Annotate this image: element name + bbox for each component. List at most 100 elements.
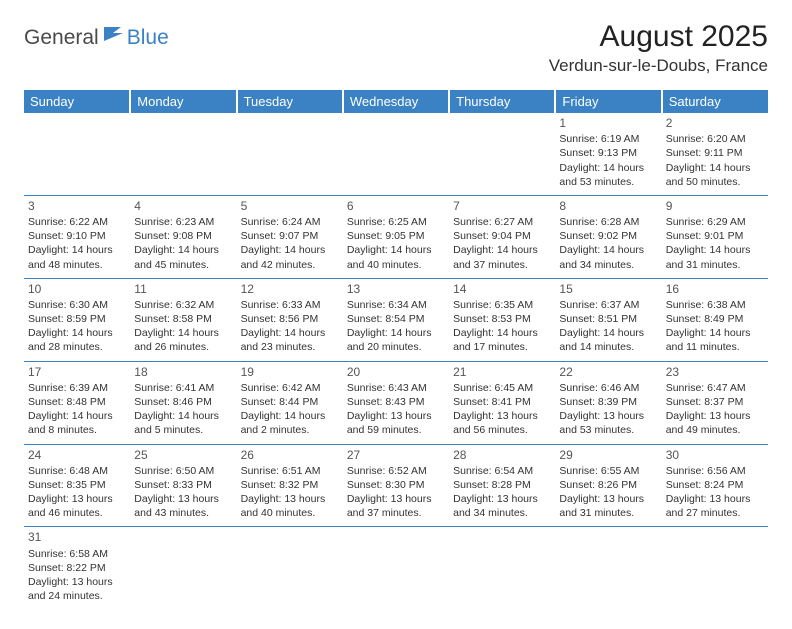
day-number: 12 (241, 281, 339, 297)
daylight-line: Daylight: 14 hours and 2 minutes. (241, 409, 339, 437)
daylight-line: Daylight: 14 hours and 14 minutes. (559, 326, 657, 354)
day-number: 22 (559, 364, 657, 380)
sunset-line: Sunset: 9:10 PM (28, 229, 126, 243)
day-number: 21 (453, 364, 551, 380)
calendar-row: 24Sunrise: 6:48 AMSunset: 8:35 PMDayligh… (24, 444, 768, 527)
calendar-row: 3Sunrise: 6:22 AMSunset: 9:10 PMDaylight… (24, 195, 768, 278)
daylight-line: Daylight: 14 hours and 48 minutes. (28, 243, 126, 271)
logo: General Blue (24, 26, 169, 50)
sunset-line: Sunset: 8:58 PM (134, 312, 232, 326)
calendar-cell: 3Sunrise: 6:22 AMSunset: 9:10 PMDaylight… (24, 195, 130, 278)
day-number: 5 (241, 198, 339, 214)
daylight-line: Daylight: 14 hours and 53 minutes. (559, 161, 657, 189)
weekday-header: Monday (130, 90, 236, 113)
calendar-header-row: SundayMondayTuesdayWednesdayThursdayFrid… (24, 90, 768, 113)
calendar-cell (24, 113, 130, 195)
daylight-line: Daylight: 13 hours and 34 minutes. (453, 492, 551, 520)
sunset-line: Sunset: 8:24 PM (666, 478, 764, 492)
sunrise-line: Sunrise: 6:50 AM (134, 464, 232, 478)
calendar-cell: 20Sunrise: 6:43 AMSunset: 8:43 PMDayligh… (343, 361, 449, 444)
calendar-cell (555, 527, 661, 609)
sunset-line: Sunset: 9:13 PM (559, 146, 657, 160)
calendar-cell (130, 113, 236, 195)
day-number: 29 (559, 447, 657, 463)
sunset-line: Sunset: 8:56 PM (241, 312, 339, 326)
weekday-header: Wednesday (343, 90, 449, 113)
calendar-cell: 2Sunrise: 6:20 AMSunset: 9:11 PMDaylight… (662, 113, 768, 195)
sunset-line: Sunset: 8:33 PM (134, 478, 232, 492)
calendar-cell: 15Sunrise: 6:37 AMSunset: 8:51 PMDayligh… (555, 278, 661, 361)
day-number: 9 (666, 198, 764, 214)
sunrise-line: Sunrise: 6:33 AM (241, 298, 339, 312)
sunset-line: Sunset: 8:51 PM (559, 312, 657, 326)
sunrise-line: Sunrise: 6:52 AM (347, 464, 445, 478)
sunset-line: Sunset: 9:11 PM (666, 146, 764, 160)
day-number: 13 (347, 281, 445, 297)
calendar-cell: 25Sunrise: 6:50 AMSunset: 8:33 PMDayligh… (130, 444, 236, 527)
calendar-cell: 1Sunrise: 6:19 AMSunset: 9:13 PMDaylight… (555, 113, 661, 195)
sunrise-line: Sunrise: 6:38 AM (666, 298, 764, 312)
sunrise-line: Sunrise: 6:35 AM (453, 298, 551, 312)
sunrise-line: Sunrise: 6:42 AM (241, 381, 339, 395)
day-number: 11 (134, 281, 232, 297)
sunrise-line: Sunrise: 6:58 AM (28, 547, 126, 561)
daylight-line: Daylight: 14 hours and 26 minutes. (134, 326, 232, 354)
sunrise-line: Sunrise: 6:48 AM (28, 464, 126, 478)
weekday-header: Saturday (662, 90, 768, 113)
sunrise-line: Sunrise: 6:27 AM (453, 215, 551, 229)
sunset-line: Sunset: 9:01 PM (666, 229, 764, 243)
sunrise-line: Sunrise: 6:45 AM (453, 381, 551, 395)
calendar-cell: 22Sunrise: 6:46 AMSunset: 8:39 PMDayligh… (555, 361, 661, 444)
sunrise-line: Sunrise: 6:46 AM (559, 381, 657, 395)
day-number: 3 (28, 198, 126, 214)
daylight-line: Daylight: 13 hours and 24 minutes. (28, 575, 126, 603)
sunset-line: Sunset: 9:08 PM (134, 229, 232, 243)
sunset-line: Sunset: 8:43 PM (347, 395, 445, 409)
calendar-cell: 21Sunrise: 6:45 AMSunset: 8:41 PMDayligh… (449, 361, 555, 444)
calendar-cell: 7Sunrise: 6:27 AMSunset: 9:04 PMDaylight… (449, 195, 555, 278)
calendar-cell: 29Sunrise: 6:55 AMSunset: 8:26 PMDayligh… (555, 444, 661, 527)
calendar-cell: 18Sunrise: 6:41 AMSunset: 8:46 PMDayligh… (130, 361, 236, 444)
day-number: 14 (453, 281, 551, 297)
sunrise-line: Sunrise: 6:47 AM (666, 381, 764, 395)
calendar-cell: 4Sunrise: 6:23 AMSunset: 9:08 PMDaylight… (130, 195, 236, 278)
weekday-header: Sunday (24, 90, 130, 113)
daylight-line: Daylight: 13 hours and 27 minutes. (666, 492, 764, 520)
day-number: 25 (134, 447, 232, 463)
sunset-line: Sunset: 8:53 PM (453, 312, 551, 326)
daylight-line: Daylight: 14 hours and 11 minutes. (666, 326, 764, 354)
sunset-line: Sunset: 8:59 PM (28, 312, 126, 326)
day-number: 8 (559, 198, 657, 214)
calendar-cell: 10Sunrise: 6:30 AMSunset: 8:59 PMDayligh… (24, 278, 130, 361)
calendar-cell: 26Sunrise: 6:51 AMSunset: 8:32 PMDayligh… (237, 444, 343, 527)
calendar-cell: 30Sunrise: 6:56 AMSunset: 8:24 PMDayligh… (662, 444, 768, 527)
daylight-line: Daylight: 14 hours and 28 minutes. (28, 326, 126, 354)
sunset-line: Sunset: 9:07 PM (241, 229, 339, 243)
sunrise-line: Sunrise: 6:37 AM (559, 298, 657, 312)
sunrise-line: Sunrise: 6:25 AM (347, 215, 445, 229)
calendar-cell: 16Sunrise: 6:38 AMSunset: 8:49 PMDayligh… (662, 278, 768, 361)
day-number: 28 (453, 447, 551, 463)
sunrise-line: Sunrise: 6:55 AM (559, 464, 657, 478)
sunset-line: Sunset: 8:49 PM (666, 312, 764, 326)
sunset-line: Sunset: 8:32 PM (241, 478, 339, 492)
daylight-line: Daylight: 14 hours and 8 minutes. (28, 409, 126, 437)
calendar-cell: 12Sunrise: 6:33 AMSunset: 8:56 PMDayligh… (237, 278, 343, 361)
daylight-line: Daylight: 13 hours and 37 minutes. (347, 492, 445, 520)
calendar-cell (449, 527, 555, 609)
sunrise-line: Sunrise: 6:30 AM (28, 298, 126, 312)
sunrise-line: Sunrise: 6:56 AM (666, 464, 764, 478)
sunrise-line: Sunrise: 6:54 AM (453, 464, 551, 478)
daylight-line: Daylight: 13 hours and 46 minutes. (28, 492, 126, 520)
calendar-cell: 19Sunrise: 6:42 AMSunset: 8:44 PMDayligh… (237, 361, 343, 444)
daylight-line: Daylight: 14 hours and 5 minutes. (134, 409, 232, 437)
sunset-line: Sunset: 9:05 PM (347, 229, 445, 243)
sunset-line: Sunset: 8:37 PM (666, 395, 764, 409)
sunrise-line: Sunrise: 6:19 AM (559, 132, 657, 146)
daylight-line: Daylight: 13 hours and 53 minutes. (559, 409, 657, 437)
location: Verdun-sur-le-Doubs, France (549, 56, 768, 76)
day-number: 24 (28, 447, 126, 463)
calendar-cell: 8Sunrise: 6:28 AMSunset: 9:02 PMDaylight… (555, 195, 661, 278)
weekday-header: Friday (555, 90, 661, 113)
calendar-cell: 24Sunrise: 6:48 AMSunset: 8:35 PMDayligh… (24, 444, 130, 527)
